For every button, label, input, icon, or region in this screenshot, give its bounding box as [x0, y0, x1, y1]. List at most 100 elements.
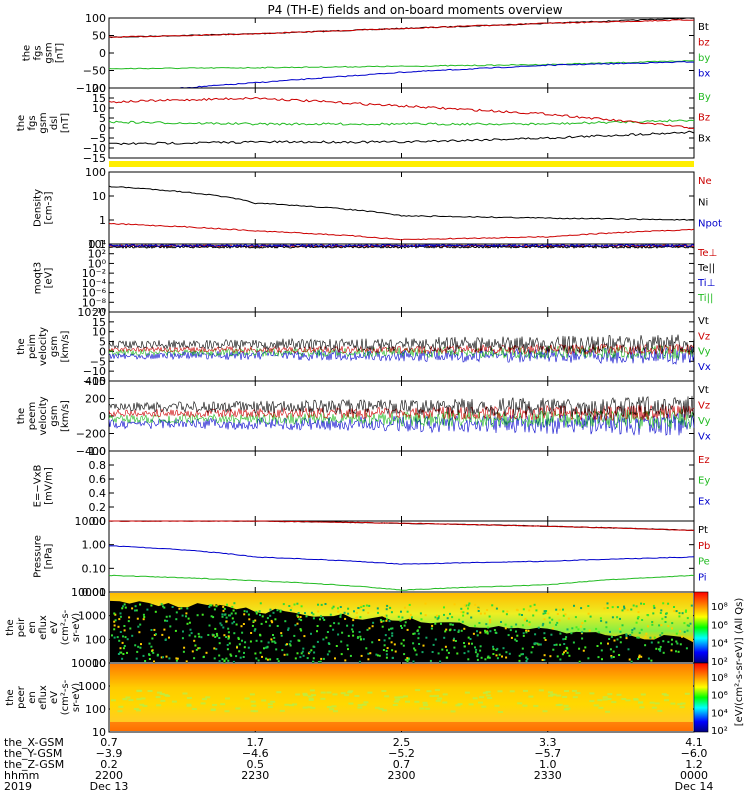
spectrogram-pixel	[270, 638, 273, 641]
y-tick-label: 10	[92, 657, 106, 670]
spectrogram-pixel	[658, 648, 660, 651]
spectrogram-band	[276, 691, 282, 694]
spectrogram-pixel	[533, 603, 536, 606]
spectrogram-band	[485, 694, 491, 697]
spectrogram-pixel	[296, 602, 299, 605]
spectrogram-pixel	[163, 628, 166, 631]
spectrogram-pixel	[483, 612, 486, 615]
spectrogram-pixel	[175, 659, 178, 662]
spectrogram-pixel	[581, 637, 584, 640]
spectrogram-band	[638, 701, 644, 704]
spectrogram-pixel	[294, 657, 297, 660]
spectrogram-band	[606, 698, 612, 700]
spectrogram-pixel	[276, 658, 279, 660]
spectrogram-band	[326, 706, 332, 708]
spectrogram-pixel	[365, 604, 368, 607]
spectrogram-pixel	[232, 609, 235, 612]
spectrogram-band	[621, 698, 627, 700]
spectrogram-band	[267, 706, 273, 709]
spectrogram-pixel	[164, 639, 167, 641]
spectrogram-pixel	[322, 617, 324, 620]
spectrogram-pixel	[525, 629, 528, 632]
spectrogram-pixel	[406, 628, 409, 631]
spectrogram-pixel	[543, 654, 546, 657]
spectrogram-band	[311, 694, 317, 697]
spectrogram-band	[284, 703, 290, 706]
spectrogram-pixel	[445, 628, 448, 631]
spectrogram-pixel	[547, 612, 550, 615]
spectrogram-band	[575, 692, 581, 695]
spectrogram-pixel	[365, 647, 368, 650]
spectrogram-band	[332, 693, 338, 696]
spectrogram-pixel	[548, 621, 551, 624]
spectrogram-pixel	[581, 631, 584, 634]
spectrogram-pixel	[460, 611, 463, 614]
spectrogram-band	[302, 692, 308, 695]
spectrogram-pixel	[301, 650, 304, 653]
spectrogram-pixel	[189, 628, 192, 631]
spectrogram-band	[563, 704, 569, 707]
spectrogram-pixel	[168, 615, 171, 618]
spectrogram-pixel	[222, 609, 225, 612]
spectrogram-pixel	[661, 617, 664, 620]
spectrogram-pixel	[266, 617, 269, 620]
spectrogram-pixel	[471, 642, 473, 645]
y-label-line: the	[22, 45, 33, 61]
spectrogram-pixel	[196, 614, 199, 617]
spectrogram-pixel	[384, 615, 387, 618]
spectrogram-pixel	[165, 655, 168, 658]
spectrogram-pixel	[227, 635, 230, 638]
colorbar-label: [eV/(cm²-s-sr-eV)] (All Qs)	[734, 598, 745, 727]
y-label-line: E=−VxB	[33, 465, 44, 508]
spectrogram-pixel	[269, 658, 272, 661]
spectrogram-pixel	[464, 604, 467, 607]
spectrogram-pixel	[677, 650, 680, 653]
spectrogram-pixel	[659, 645, 662, 648]
spectrogram-pixel	[185, 615, 187, 618]
spectrogram-band	[640, 693, 646, 696]
spectrogram-pixel	[379, 619, 382, 622]
series-Pe	[108, 574, 695, 591]
spectrogram-pixel	[413, 647, 416, 650]
spectrogram-pixel	[221, 613, 224, 616]
spectrogram-pixel	[632, 604, 635, 607]
spectrogram-pixel	[400, 642, 403, 645]
spectrogram-pixel	[388, 620, 391, 623]
spectrogram-band	[572, 689, 577, 692]
y-label-line: [eV]	[44, 268, 55, 289]
spectrogram-pixel	[521, 624, 524, 627]
spectrogram-pixel	[651, 623, 654, 626]
spectrogram-pixel	[667, 602, 670, 605]
spectrogram-pixel	[385, 619, 388, 622]
x-column-value: Dec 14	[675, 780, 714, 793]
spectrogram-pixel	[544, 639, 547, 641]
spectrogram-pixel	[397, 615, 400, 618]
spectrogram-pixel	[443, 613, 445, 616]
spectrogram-pixel	[647, 614, 650, 617]
spectrogram-pixel	[235, 655, 238, 658]
spectrogram-pixel	[635, 605, 638, 608]
spectrogram-pixel	[670, 643, 673, 646]
spectrogram-pixel	[662, 640, 665, 643]
spectrogram-pixel	[660, 624, 663, 627]
spectrogram-pixel	[505, 613, 508, 616]
spectrogram-pixel	[676, 642, 679, 645]
spectrogram-pixel	[662, 651, 665, 654]
legend-vz: Vz	[698, 401, 710, 412]
y-label-line: [nT]	[60, 113, 71, 133]
spectrogram-band	[602, 696, 608, 699]
spectrogram-pixel	[339, 606, 342, 608]
spectrogram-pixel	[595, 627, 598, 630]
spectrogram-pixel	[223, 613, 226, 616]
spectrogram-band	[548, 694, 554, 697]
spectrogram-pixel	[386, 604, 389, 607]
spectrogram-pixel	[653, 606, 656, 609]
y-tick-label: −10	[83, 365, 106, 378]
spectrogram-pixel	[452, 639, 455, 642]
spectrogram-pixel	[322, 657, 325, 660]
spectrogram-pixel	[168, 657, 171, 660]
spectrogram-pixel	[259, 651, 262, 654]
spectrogram-pixel	[375, 653, 378, 656]
spectrogram-pixel	[559, 643, 562, 646]
spectrogram-pixel	[153, 628, 156, 631]
